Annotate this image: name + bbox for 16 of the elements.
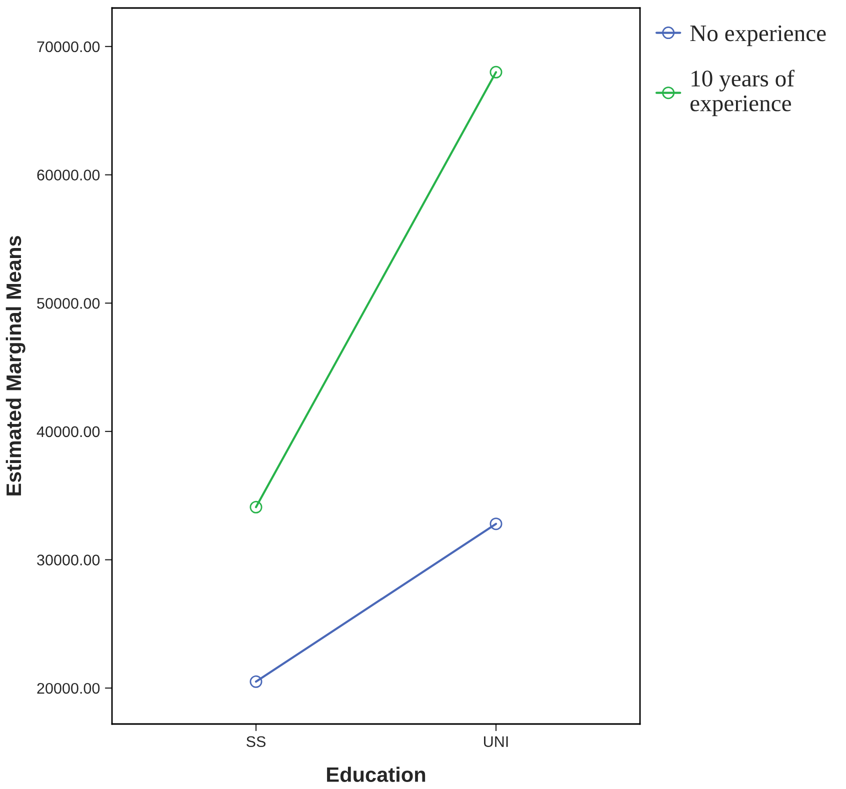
legend-label: 10 years of experience xyxy=(690,70,794,116)
x-tick-label: SS xyxy=(246,736,266,748)
point xyxy=(250,675,262,688)
point xyxy=(250,500,262,514)
y-tick-label: 50000.00 xyxy=(37,298,100,309)
x-tick-label: UNI xyxy=(484,736,508,748)
y-tick-label: 30000.00 xyxy=(37,554,100,566)
x-axis-title: Education xyxy=(327,766,426,782)
y-tick-label: 20000.00 xyxy=(37,682,100,694)
legend-label: No experience xyxy=(690,25,826,46)
point xyxy=(490,66,502,78)
y-axis-title: Estimated Marginal Means xyxy=(6,236,26,496)
point xyxy=(490,518,502,530)
y-tick-label: 70000.00 xyxy=(37,41,100,52)
y-tick-label: 40000.00 xyxy=(36,426,100,438)
y-tick-label: 60000.00 xyxy=(37,170,100,180)
